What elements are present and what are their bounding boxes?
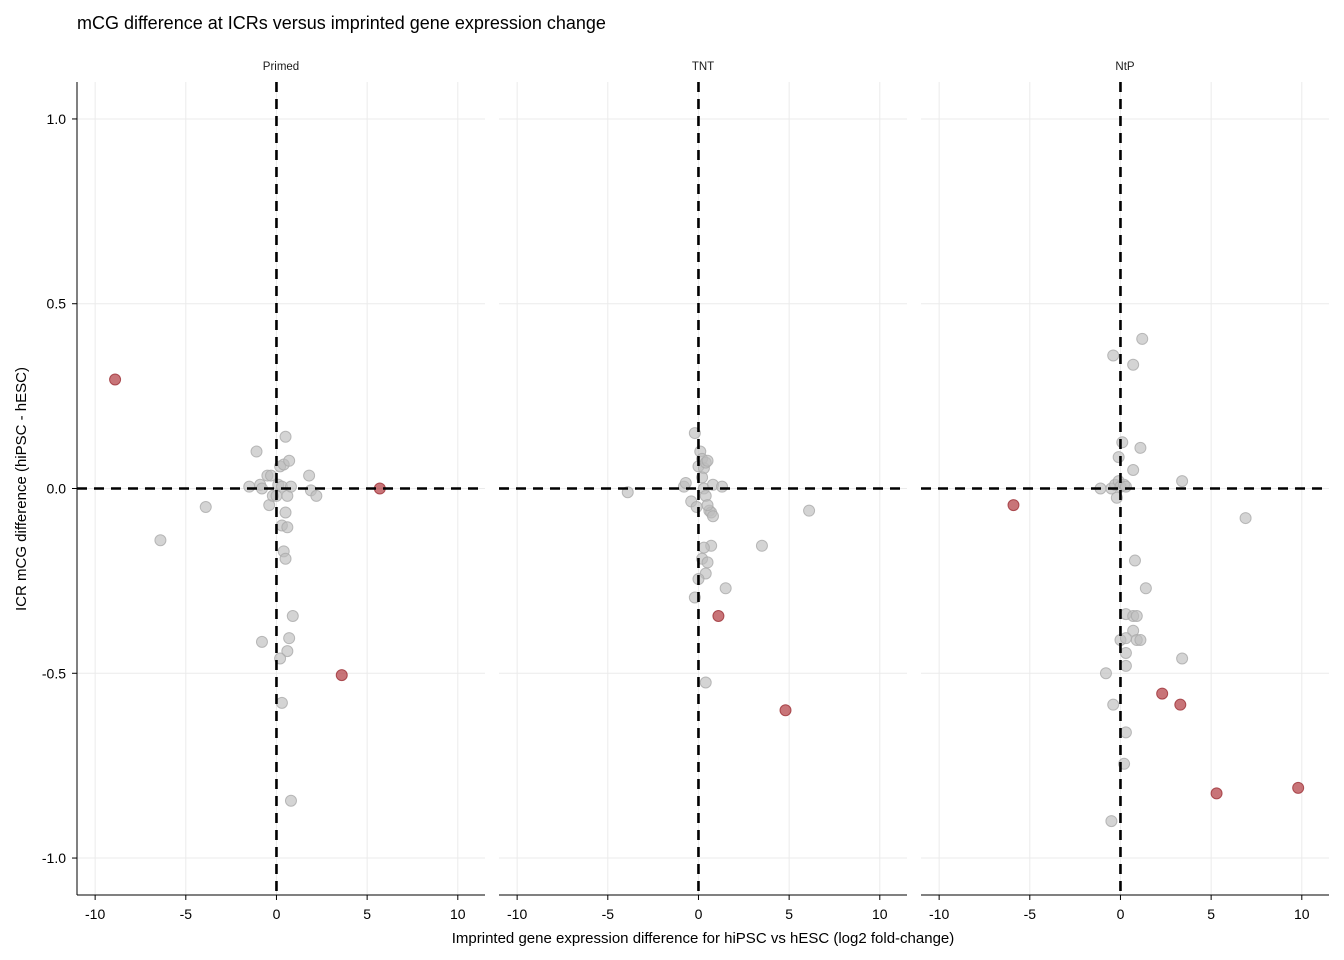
- data-point-highlighted: [1292, 781, 1305, 794]
- data-point-highlighted: [712, 609, 725, 622]
- data-point: [1139, 582, 1152, 595]
- data-point: [697, 541, 710, 554]
- data-point: [1134, 441, 1147, 454]
- data-point: [243, 480, 256, 493]
- x-tick-label: -10: [85, 906, 105, 922]
- data-point: [1119, 659, 1132, 672]
- data-point: [1119, 646, 1132, 659]
- x-tick-label: 10: [872, 906, 888, 922]
- y-tick-label: 1.0: [47, 111, 67, 127]
- data-point: [310, 489, 323, 502]
- x-tick-label: 5: [785, 906, 793, 922]
- x-tick-label: 5: [1207, 906, 1215, 922]
- data-point: [1107, 698, 1120, 711]
- data-point: [719, 582, 732, 595]
- x-tick-label: -5: [180, 906, 193, 922]
- data-point: [1239, 512, 1252, 525]
- data-point: [803, 504, 816, 517]
- y-tick-label: -0.5: [42, 665, 66, 681]
- data-point: [199, 500, 212, 513]
- data-point: [279, 430, 292, 443]
- x-tick-label: 5: [363, 906, 371, 922]
- data-point: [1130, 609, 1143, 622]
- data-point: [1119, 726, 1132, 739]
- data-point: [701, 499, 714, 512]
- x-tick-label: 0: [273, 906, 281, 922]
- y-tick-label: 0.0: [47, 481, 67, 497]
- x-tick-label: -5: [1024, 906, 1037, 922]
- data-point-highlighted: [109, 373, 122, 386]
- data-point: [281, 645, 294, 658]
- x-tick-label: -10: [929, 906, 949, 922]
- x-tick-label: 0: [1117, 906, 1125, 922]
- x-tick-label: 10: [450, 906, 466, 922]
- data-point: [250, 445, 263, 458]
- data-point: [1105, 815, 1118, 828]
- data-point: [303, 469, 316, 482]
- data-point: [716, 480, 729, 493]
- facet-panels: Primed 1.0 0.5 0.0 -0.5 -1.0 -10 -5 0 5 10 TNT -10 -5…: [42, 61, 1329, 922]
- data-point-highlighted: [1174, 698, 1187, 711]
- panel-tnt: TNT -10 -5 0 5 10: [499, 61, 907, 922]
- panel-strip-label: TNT: [692, 61, 714, 73]
- data-point: [1112, 451, 1125, 464]
- x-axis-title: Imprinted gene expression difference for…: [452, 930, 955, 947]
- data-point: [275, 696, 288, 709]
- panel-strip-label: NtP: [1115, 61, 1135, 73]
- data-point: [1107, 349, 1120, 362]
- data-point: [283, 632, 296, 645]
- data-point: [1116, 436, 1129, 449]
- data-point: [1119, 480, 1132, 493]
- panel-ntp: NtP -10 -5 0 5 10: [921, 61, 1329, 922]
- data-point: [154, 534, 167, 547]
- x-tick-label: 10: [1294, 906, 1310, 922]
- data-point: [284, 480, 297, 493]
- y-tick-label: -1.0: [42, 850, 66, 866]
- data-point: [706, 510, 719, 523]
- x-tick-label: -5: [602, 906, 615, 922]
- data-point-highlighted: [1007, 499, 1020, 512]
- x-tick-label: 0: [695, 906, 703, 922]
- data-point: [701, 454, 714, 467]
- data-point: [265, 469, 278, 482]
- data-point: [283, 454, 296, 467]
- data-point: [279, 552, 292, 565]
- y-tick-label: 0.5: [47, 296, 67, 312]
- data-point: [1128, 554, 1141, 567]
- x-tick-label: -10: [507, 906, 527, 922]
- data-point-highlighted: [779, 704, 792, 717]
- panel-strip-label: Primed: [263, 61, 299, 73]
- data-point: [1099, 667, 1112, 680]
- chart-title: mCG difference at ICRs versus imprinted …: [77, 13, 606, 33]
- data-point: [1119, 632, 1132, 645]
- data-point: [255, 635, 268, 648]
- data-point: [1176, 652, 1189, 665]
- data-point: [284, 794, 297, 807]
- data-point-highlighted: [1156, 687, 1169, 700]
- data-point: [281, 521, 294, 534]
- data-point: [701, 556, 714, 569]
- data-point: [755, 539, 768, 552]
- panel-primed: Primed 1.0 0.5 0.0 -0.5 -1.0 -10 -5 0 5 10: [42, 61, 485, 922]
- data-point: [1176, 475, 1189, 488]
- data-point-highlighted: [335, 669, 348, 682]
- data-point: [1127, 464, 1140, 477]
- y-axis-title: ICR mCG difference (hiPSC - hESC): [13, 367, 30, 611]
- data-point: [690, 500, 703, 513]
- data-point-highlighted: [1210, 787, 1223, 800]
- data-point: [279, 506, 292, 519]
- data-point: [286, 609, 299, 622]
- data-point: [1136, 332, 1149, 345]
- data-point: [679, 476, 692, 489]
- data-point: [699, 676, 712, 689]
- data-point: [1127, 358, 1140, 371]
- data-point: [1134, 634, 1147, 647]
